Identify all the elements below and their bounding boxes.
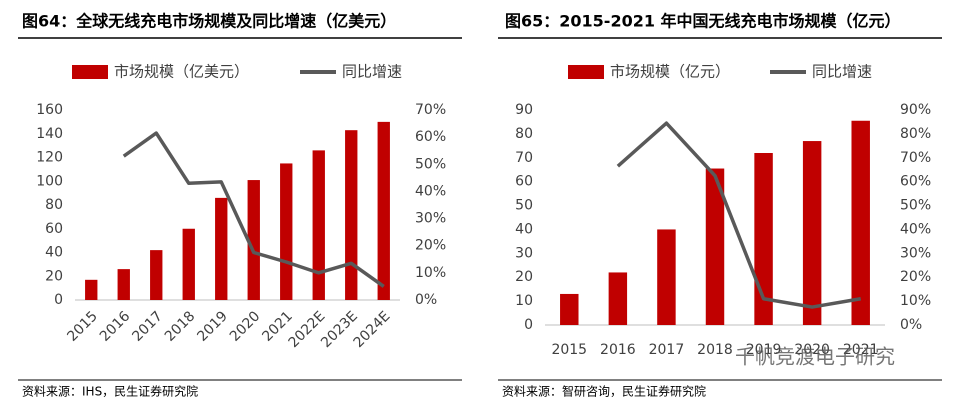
- y2-tick-label: 0%: [415, 292, 437, 308]
- bar: [150, 250, 163, 300]
- y-tick-label: 50: [515, 198, 533, 214]
- bar: [215, 197, 228, 300]
- y2-tick-label: 70%: [900, 150, 931, 166]
- legend-label: 同比增速: [812, 63, 872, 81]
- legend-swatch: [568, 65, 604, 79]
- y-tick-label: 20: [515, 269, 533, 285]
- bar: [85, 279, 98, 300]
- growth-line: [122, 131, 385, 288]
- bar: [377, 121, 390, 300]
- x-tick-label: 2018: [697, 342, 733, 358]
- y2-tick-label: 0%: [900, 317, 922, 333]
- legend-label: 市场规模（亿元）: [610, 63, 730, 81]
- y2-tick-label: 30%: [415, 211, 446, 227]
- bar: [657, 229, 676, 325]
- y-tick-label: 80: [45, 197, 63, 213]
- bar: [608, 272, 628, 325]
- y2-tick-label: 20%: [900, 269, 931, 285]
- bar: [117, 269, 130, 300]
- bar: [182, 228, 195, 300]
- x-tick-label: 2017: [649, 342, 685, 358]
- bar: [247, 180, 260, 300]
- y-tick-label: 0: [54, 292, 63, 308]
- bar: [851, 120, 870, 325]
- y-tick-label: 120: [36, 150, 63, 166]
- source: 资料来源：智研咨询，民生证券研究院: [502, 384, 706, 399]
- y2-tick-label: 20%: [415, 238, 446, 254]
- watermark: 千帆竞渡电子研究: [735, 345, 895, 369]
- y-tick-label: 160: [36, 102, 63, 118]
- x-tick-label: 2019: [746, 342, 782, 358]
- chart-title: 图64：全球无线充电市场规模及同比增速（亿美元）: [22, 12, 396, 31]
- legend-label: 同比增速: [342, 63, 402, 81]
- bar: [705, 168, 725, 325]
- x-tick-label: 2015: [64, 308, 101, 345]
- legend-label: 市场规模（亿美元）: [114, 63, 249, 81]
- y-tick-label: 10: [515, 293, 533, 309]
- y2-tick-label: 40%: [900, 221, 931, 237]
- bar: [802, 141, 822, 325]
- chart-title: 图65：2015-2021 年中国无线充电市场规模（亿元）: [505, 12, 901, 31]
- y2-tick-label: 40%: [415, 183, 446, 199]
- y2-tick-label: 60%: [415, 129, 446, 145]
- bar: [312, 150, 325, 300]
- bar: [754, 153, 773, 325]
- bar: [280, 163, 293, 300]
- source: 资料来源：IHS，民生证券研究院: [22, 384, 198, 399]
- y2-tick-label: 90%: [900, 102, 931, 118]
- x-tick-label: 2016: [600, 342, 636, 358]
- x-tick-label: 2018: [162, 308, 199, 345]
- bar: [560, 293, 579, 325]
- x-tick-label: 2024E: [351, 308, 394, 351]
- y2-tick-label: 10%: [900, 293, 931, 309]
- y-tick-label: 40: [45, 245, 63, 261]
- x-tick-label: 2015: [551, 342, 587, 358]
- legend-swatch: [72, 65, 108, 79]
- y-tick-label: 40: [515, 221, 533, 237]
- y-tick-label: 140: [36, 126, 63, 142]
- x-tick-label: 2020: [794, 342, 830, 358]
- y-tick-label: 30: [515, 245, 533, 261]
- x-tick-label: 2017: [129, 308, 166, 345]
- y-tick-label: 100: [36, 173, 63, 189]
- y-tick-label: 0: [524, 317, 533, 333]
- y-tick-label: 60: [45, 221, 63, 237]
- y-tick-label: 20: [45, 268, 63, 284]
- x-tick-label: 2019: [194, 308, 231, 345]
- y-tick-label: 70: [515, 150, 533, 166]
- y-tick-label: 80: [515, 126, 533, 142]
- y2-tick-label: 50%: [415, 156, 446, 172]
- y2-tick-label: 10%: [415, 265, 446, 281]
- y2-tick-label: 70%: [415, 102, 446, 118]
- y-tick-label: 60: [515, 174, 533, 190]
- bar: [345, 130, 358, 300]
- x-tick-label: 2016: [97, 308, 134, 345]
- y2-tick-label: 30%: [900, 245, 931, 261]
- y2-tick-label: 50%: [900, 198, 931, 214]
- x-tick-label: 2020: [227, 308, 264, 345]
- y2-tick-label: 60%: [900, 174, 931, 190]
- y2-tick-label: 80%: [900, 126, 931, 142]
- growth-line: [616, 121, 862, 309]
- y-tick-label: 90: [515, 102, 533, 118]
- x-tick-label: 2021: [843, 342, 879, 358]
